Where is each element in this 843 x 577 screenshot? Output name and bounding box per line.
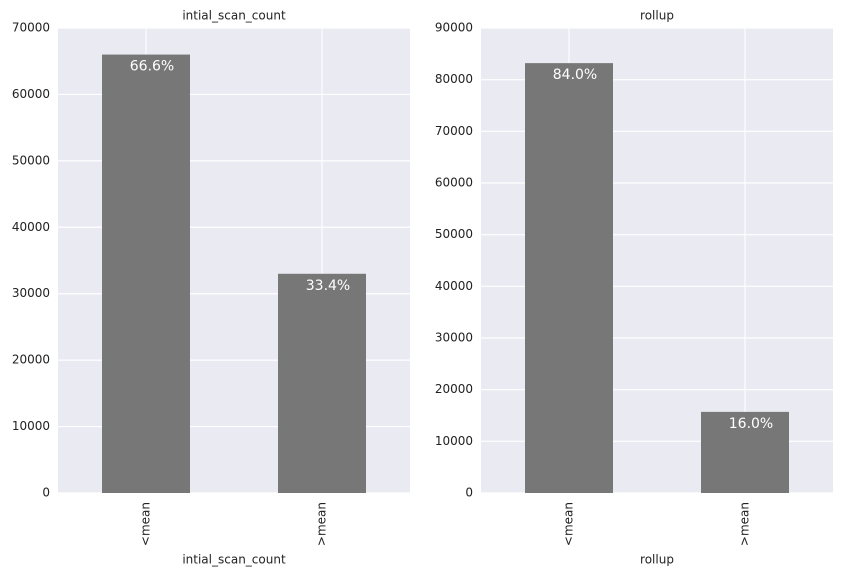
y-tick-label: 50000 [435, 227, 473, 241]
x-tick-label: <mean [139, 502, 153, 546]
x-tick-label: >mean [315, 502, 329, 546]
y-tick-label: 70000 [435, 124, 473, 138]
bar [701, 411, 789, 493]
y-tick-label: 20000 [12, 353, 50, 367]
y-tick-label: 60000 [12, 87, 50, 101]
y-tick-label: 0 [42, 486, 50, 500]
y-tick-label: 0 [465, 486, 473, 500]
x-tick-label: >mean [738, 502, 752, 546]
y-tick-label: 40000 [435, 279, 473, 293]
x-axis-label: rollup [640, 553, 674, 567]
y-tick-label: 80000 [435, 72, 473, 86]
y-tick-label: 50000 [12, 153, 50, 167]
y-tick-label: 10000 [12, 419, 50, 433]
x-tick-label: <mean [562, 502, 576, 546]
bar [102, 54, 190, 493]
chart-title: rollup [640, 9, 674, 23]
y-tick-label: 20000 [435, 382, 473, 396]
bar [278, 273, 366, 493]
bar-annotation: 66.6% [130, 59, 174, 75]
y-tick-label: 90000 [435, 21, 473, 35]
y-tick-label: 30000 [435, 331, 473, 345]
y-tick-label: 70000 [12, 21, 50, 35]
y-tick-label: 40000 [12, 220, 50, 234]
y-tick-label: 10000 [435, 434, 473, 448]
bar [525, 63, 613, 494]
y-tick-label: 30000 [12, 286, 50, 300]
chart-title: intial_scan_count [182, 9, 286, 23]
x-axis-label: intial_scan_count [182, 553, 286, 567]
bar-annotation: 33.4% [306, 278, 350, 294]
y-tick-label: 60000 [435, 176, 473, 190]
bar-annotation: 16.0% [729, 416, 773, 432]
bar-annotation: 84.0% [553, 67, 597, 83]
